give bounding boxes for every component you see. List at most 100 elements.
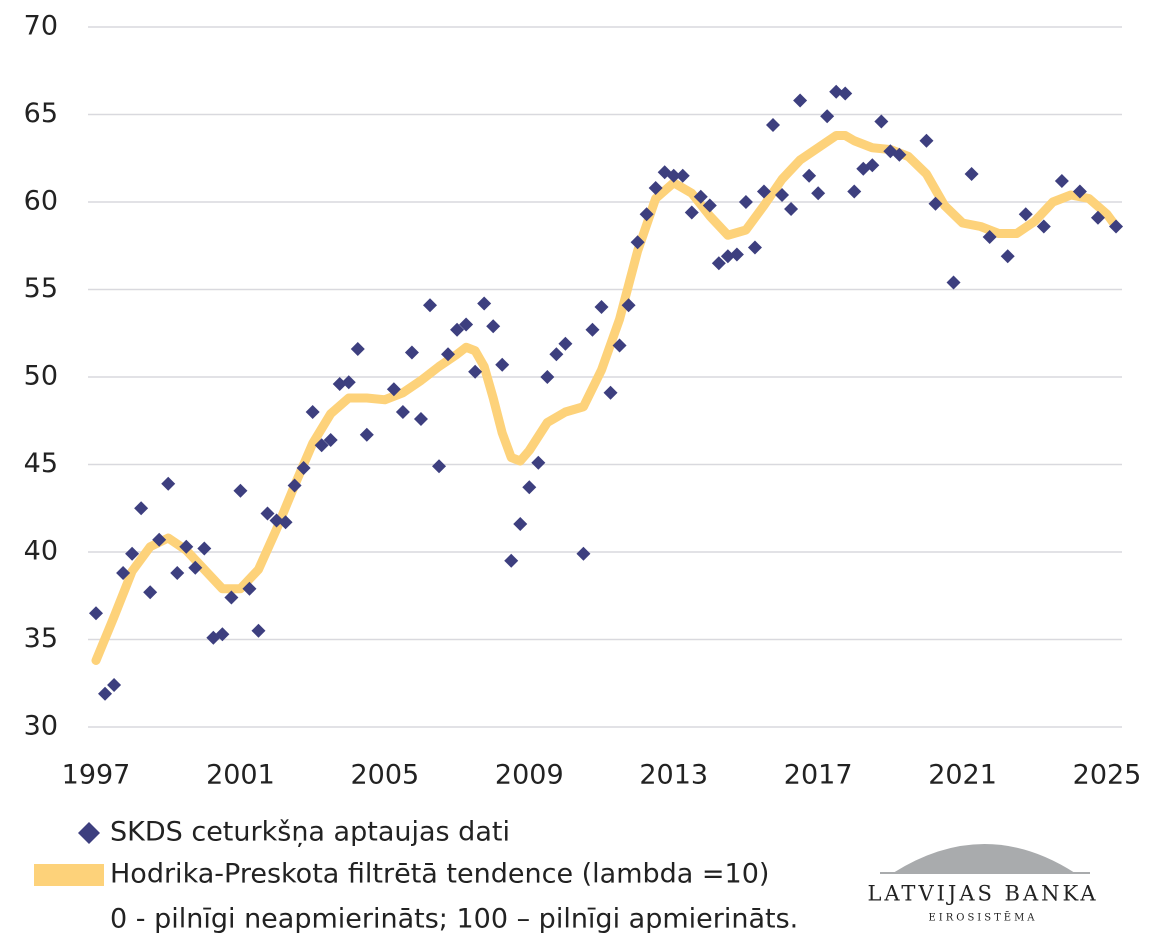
note: 0 - pilnīgi neapmierināts; 100 – pilnīgi…	[110, 904, 798, 935]
data-point	[477, 296, 492, 311]
data-point	[540, 370, 555, 384]
data-point	[251, 623, 266, 638]
data-point	[892, 147, 907, 162]
data-point	[919, 133, 934, 148]
data-point	[1072, 184, 1087, 199]
x-tick-label: 2013	[639, 760, 708, 791]
data-point	[188, 560, 203, 575]
data-point	[847, 184, 862, 199]
data-point	[775, 188, 790, 202]
y-tick-label: 40	[24, 536, 58, 567]
data-point	[422, 298, 437, 313]
legend-marker	[78, 822, 100, 844]
y-tick-label: 55	[24, 273, 58, 304]
data-point	[486, 319, 501, 334]
data-point	[332, 377, 347, 391]
data-point	[242, 581, 257, 596]
data-point	[233, 483, 248, 498]
x-tick-label: 2001	[206, 760, 275, 791]
data-point	[639, 207, 654, 222]
data-point	[305, 405, 320, 419]
legend-marker	[34, 864, 104, 886]
data-point	[946, 275, 961, 290]
data-point	[603, 385, 618, 400]
data-point	[729, 247, 744, 262]
data-point	[675, 168, 690, 183]
data-point	[179, 539, 194, 554]
data-point	[1109, 219, 1124, 234]
data-point	[260, 506, 275, 521]
data-point	[928, 196, 943, 211]
data-point	[1090, 210, 1105, 225]
y-tick-label: 45	[24, 448, 58, 479]
data-point	[125, 546, 140, 561]
logo-name: LATVIJAS BANKA	[867, 882, 1098, 906]
data-point	[874, 114, 889, 129]
data-point	[278, 515, 293, 530]
data-point	[702, 198, 717, 213]
trend-line	[91, 131, 1121, 665]
data-point	[576, 546, 591, 561]
data-point	[143, 585, 158, 600]
data-point	[630, 235, 645, 250]
data-point	[549, 347, 564, 362]
data-point	[287, 478, 302, 493]
data-point	[323, 433, 338, 447]
data-point	[648, 181, 663, 195]
data-point	[711, 256, 726, 271]
y-tick-label: 60	[24, 186, 58, 217]
data-point	[513, 517, 528, 531]
data-point	[1036, 219, 1051, 234]
x-tick-label: 2017	[784, 760, 853, 791]
data-point	[720, 249, 735, 264]
data-point	[341, 375, 356, 390]
data-point	[350, 342, 365, 356]
data-point	[197, 541, 212, 556]
data-point	[107, 678, 122, 692]
y-tick-label: 30	[24, 711, 58, 742]
data-point	[314, 438, 329, 453]
data-point	[134, 501, 149, 516]
data-point	[820, 109, 835, 124]
data-point	[802, 168, 817, 183]
data-point	[964, 167, 979, 181]
data-point	[1018, 207, 1033, 222]
x-tick-label: 2009	[495, 760, 564, 791]
data-point	[756, 184, 771, 199]
data-point	[215, 627, 230, 642]
data-point	[359, 427, 374, 442]
data-point	[450, 322, 465, 337]
data-point	[170, 566, 185, 580]
data-point	[386, 382, 401, 397]
data-point	[666, 168, 681, 183]
y-tick-label: 50	[24, 361, 58, 392]
y-tick-label: 35	[24, 623, 58, 654]
data-point	[1000, 249, 1015, 264]
data-point	[684, 205, 699, 220]
data-point	[116, 566, 131, 580]
data-point	[495, 357, 510, 372]
data-point	[558, 336, 573, 351]
data-point	[982, 230, 997, 244]
data-point	[404, 345, 419, 360]
data-point	[413, 412, 428, 426]
data-point	[504, 553, 519, 568]
data-point	[224, 590, 239, 605]
x-tick-label: 1997	[62, 760, 131, 791]
data-point	[98, 686, 113, 701]
data-point	[89, 606, 103, 621]
data-point	[468, 364, 483, 379]
data-point	[296, 461, 311, 475]
data-point	[865, 158, 880, 173]
data-point	[152, 532, 167, 547]
legend-label: Hodrika-Preskota filtrētā tendence (lamb…	[110, 859, 769, 890]
x-tick-label: 2021	[928, 760, 997, 791]
data-point	[459, 317, 474, 332]
logo-arc	[893, 844, 1075, 873]
data-point	[522, 480, 537, 495]
data-point	[829, 84, 844, 99]
data-point	[585, 322, 600, 337]
data-point	[432, 459, 447, 474]
data-point	[269, 513, 284, 528]
